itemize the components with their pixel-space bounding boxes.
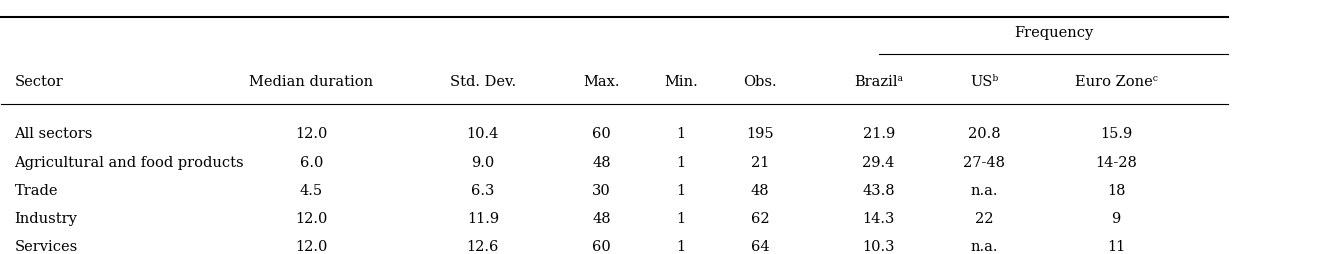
- Text: 64: 64: [751, 239, 769, 253]
- Text: 62: 62: [751, 211, 769, 225]
- Text: USᵇ: USᵇ: [970, 74, 998, 88]
- Text: Min.: Min.: [664, 74, 698, 88]
- Text: 43.8: 43.8: [862, 183, 895, 197]
- Text: 1: 1: [677, 183, 685, 197]
- Text: 12.6: 12.6: [467, 239, 500, 253]
- Text: 48: 48: [751, 183, 769, 197]
- Text: 14.3: 14.3: [862, 211, 895, 225]
- Text: 21: 21: [751, 155, 769, 169]
- Text: 1: 1: [677, 239, 685, 253]
- Text: n.a.: n.a.: [970, 183, 998, 197]
- Text: Obs.: Obs.: [743, 74, 777, 88]
- Text: 9.0: 9.0: [471, 155, 494, 169]
- Text: Brazilᵃ: Brazilᵃ: [854, 74, 903, 88]
- Text: 30: 30: [592, 183, 611, 197]
- Text: 60: 60: [592, 126, 611, 140]
- Text: Sector: Sector: [15, 74, 63, 88]
- Text: 9: 9: [1112, 211, 1121, 225]
- Text: 48: 48: [592, 155, 611, 169]
- Text: Industry: Industry: [15, 211, 78, 225]
- Text: 6.3: 6.3: [471, 183, 494, 197]
- Text: 12.0: 12.0: [295, 126, 328, 140]
- Text: 20.8: 20.8: [968, 126, 1001, 140]
- Text: Max.: Max.: [583, 74, 620, 88]
- Text: 1: 1: [677, 126, 685, 140]
- Text: 29.4: 29.4: [862, 155, 895, 169]
- Text: 11: 11: [1107, 239, 1125, 253]
- Text: 1: 1: [677, 155, 685, 169]
- Text: All sectors: All sectors: [15, 126, 93, 140]
- Text: Frequency: Frequency: [1014, 26, 1093, 40]
- Text: 4.5: 4.5: [300, 183, 323, 197]
- Text: n.a.: n.a.: [970, 239, 998, 253]
- Text: 21.9: 21.9: [862, 126, 895, 140]
- Text: Agricultural and food products: Agricultural and food products: [15, 155, 245, 169]
- Text: 27-48: 27-48: [964, 155, 1005, 169]
- Text: Services: Services: [15, 239, 78, 253]
- Text: 10.3: 10.3: [862, 239, 895, 253]
- Text: Median duration: Median duration: [250, 74, 374, 88]
- Text: 12.0: 12.0: [295, 211, 328, 225]
- Text: 12.0: 12.0: [295, 239, 328, 253]
- Text: Std. Dev.: Std. Dev.: [449, 74, 516, 88]
- Text: 1: 1: [677, 211, 685, 225]
- Text: Trade: Trade: [15, 183, 58, 197]
- Text: 11.9: 11.9: [467, 211, 498, 225]
- Text: 14-28: 14-28: [1095, 155, 1137, 169]
- Text: 15.9: 15.9: [1100, 126, 1132, 140]
- Text: 18: 18: [1107, 183, 1125, 197]
- Text: Euro Zoneᶜ: Euro Zoneᶜ: [1075, 74, 1158, 88]
- Text: 22: 22: [974, 211, 993, 225]
- Text: 6.0: 6.0: [300, 155, 323, 169]
- Text: 60: 60: [592, 239, 611, 253]
- Text: 48: 48: [592, 211, 611, 225]
- Text: 10.4: 10.4: [467, 126, 500, 140]
- Text: 195: 195: [746, 126, 773, 140]
